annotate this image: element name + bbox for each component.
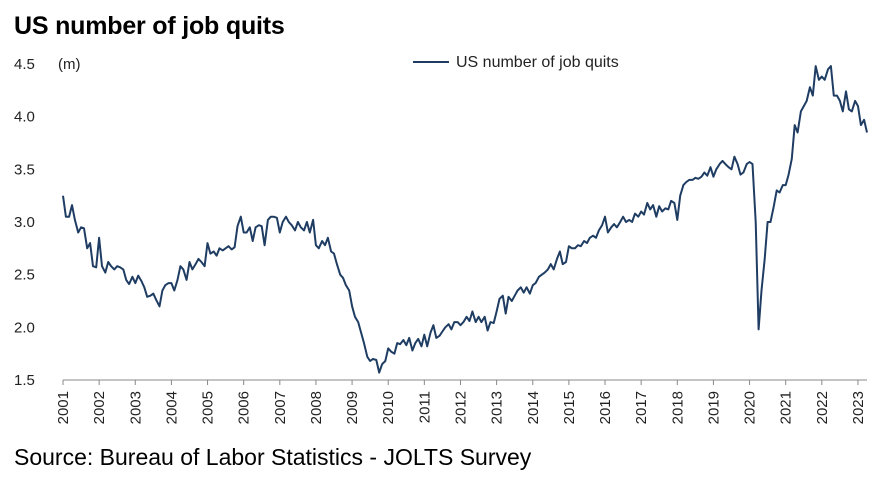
x-tick-label: 2002 [91,391,108,424]
x-tick-label: 2020 [742,391,759,424]
series-line-job-quits [62,65,868,374]
y-tick-label: 4.0 [14,109,35,126]
x-tick-label: 2022 [814,391,831,424]
y-tick-label: 3.5 [14,161,35,178]
plot-area [62,65,868,374]
x-tick-label: 2023 [850,391,867,424]
x-tick-label: 2005 [200,391,217,424]
x-tick-label: 2009 [344,391,361,424]
x-tick-label: 2003 [127,391,144,424]
legend-label: US number of job quits [456,54,619,71]
y-axis-unit-label: (m) [58,56,81,73]
x-tick-label: 2011 [416,391,433,423]
x-tick-label: 2021 [778,391,795,424]
y-tick-label: 2.0 [14,319,35,336]
x-tick-label: 2018 [669,391,686,424]
x-tick-label: 2010 [380,391,397,424]
x-tick-label: 2014 [525,391,542,424]
x-tick-label: 2007 [272,391,289,424]
y-tick-label: 1.5 [14,372,35,389]
x-tick-label: 2015 [561,391,578,424]
source-note: Source: Bureau of Labor Statistics - JOL… [14,444,532,470]
x-tick-label: 2013 [489,391,506,424]
x-tick-label: 2001 [55,391,72,424]
legend: US number of job quits [413,54,619,71]
y-tick-label: 2.5 [14,267,35,284]
x-tick-label: 2006 [236,391,253,424]
chart-title: US number of job quits [14,12,285,40]
y-tick-label: 4.5 [14,56,35,73]
x-tick-label: 2004 [163,391,180,424]
x-tick-label: 2019 [705,391,722,424]
x-tick-label: 2008 [308,391,325,424]
x-axis: 2001 2002 2003 2004 2005 2006 2007 2008 2009 2010… [55,379,867,424]
x-tick-label: 2016 [597,391,614,424]
y-axis: 1.5 2.0 2.5 3.0 3.5 4.0 4.5 [14,56,35,389]
x-tick-label: 2017 [633,391,650,424]
x-tick-label: 2012 [452,391,469,424]
y-tick-label: 3.0 [14,214,35,231]
